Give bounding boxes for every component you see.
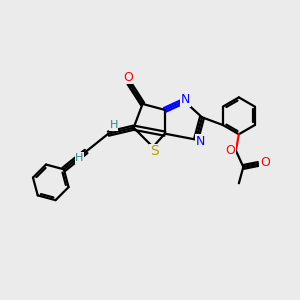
Text: N: N — [181, 93, 190, 106]
Text: O: O — [123, 71, 133, 84]
Text: H: H — [110, 120, 118, 130]
Text: H: H — [75, 153, 84, 163]
Text: O: O — [226, 144, 236, 157]
Text: N: N — [196, 135, 205, 148]
Text: S: S — [150, 145, 159, 158]
Text: O: O — [260, 156, 270, 169]
